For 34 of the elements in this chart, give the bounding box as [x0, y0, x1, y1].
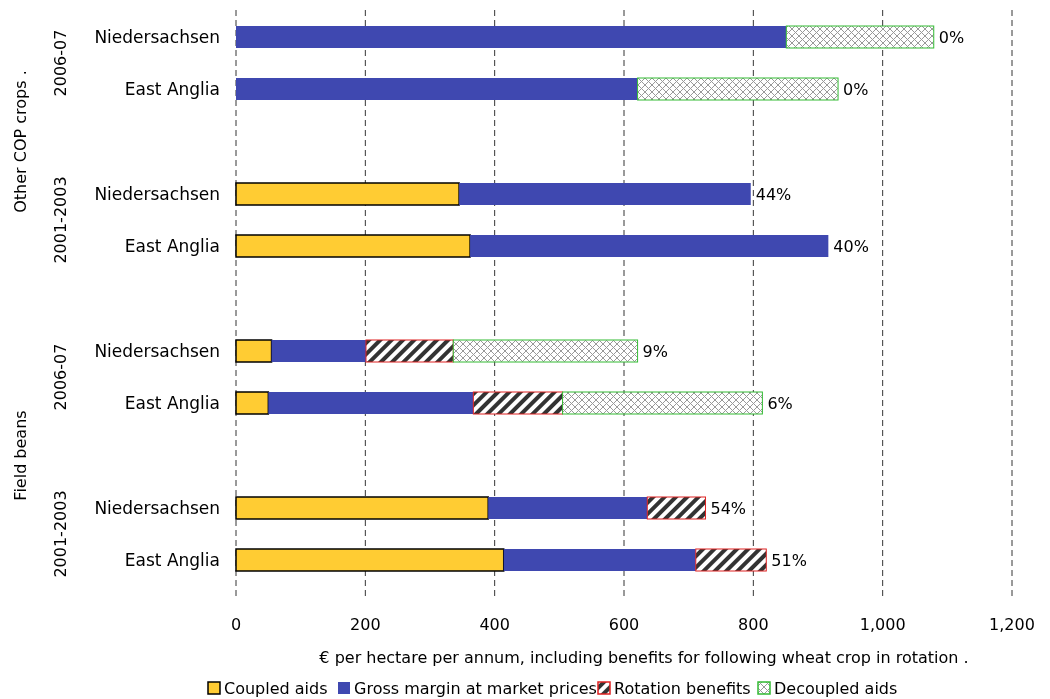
annotation: 0%: [938, 28, 965, 47]
legend-label: Coupled aids: [224, 679, 328, 698]
text: 2006-07: [51, 29, 70, 97]
annotation: 40%: [833, 237, 869, 256]
x-tick-label: 1,000: [859, 615, 906, 634]
y-tick-label: Niedersachsen: [94, 27, 220, 47]
legend-label: Rotation benefits: [614, 679, 751, 698]
annotation: 51%: [771, 551, 807, 570]
x-tick-label: 0: [230, 615, 242, 634]
text: 2001-2003: [51, 490, 70, 578]
x-tick-label: 1,200: [989, 615, 1035, 634]
annotation: 44%: [755, 185, 792, 204]
annotation: 0%: [843, 80, 869, 99]
x-tick-label: 800: [738, 615, 769, 634]
x-tick-label: 400: [479, 615, 510, 634]
y-tick-label: Niedersachsen: [94, 184, 220, 204]
y-tick-label: Niedersachsen: [94, 341, 220, 361]
text: 2001-2003: [51, 176, 70, 264]
annotation: 6%: [767, 394, 793, 413]
legend-label: Decoupled aids: [774, 679, 898, 698]
y-tick-label: Niedersachsen: [94, 498, 220, 518]
x-axis-title: € per hectare per annum, including benefits for following wheat crop in rotation .: [319, 648, 969, 667]
legend-label: Gross margin at market prices: [354, 679, 597, 698]
annotation: 9%: [642, 342, 668, 361]
x-tick-label: 600: [608, 615, 640, 634]
annotation: 54%: [710, 499, 747, 518]
text: Other COP crops .: [11, 70, 30, 213]
text: Field beans: [11, 410, 30, 501]
x-tick-label: 200: [350, 615, 381, 634]
text: 2006-07: [51, 343, 70, 411]
y-tick-label: East Anglia: [124, 79, 220, 99]
y-tick-label: East Anglia: [124, 236, 220, 256]
y-tick-label: East Anglia: [124, 550, 220, 570]
y-tick-label: East Anglia: [124, 393, 220, 413]
